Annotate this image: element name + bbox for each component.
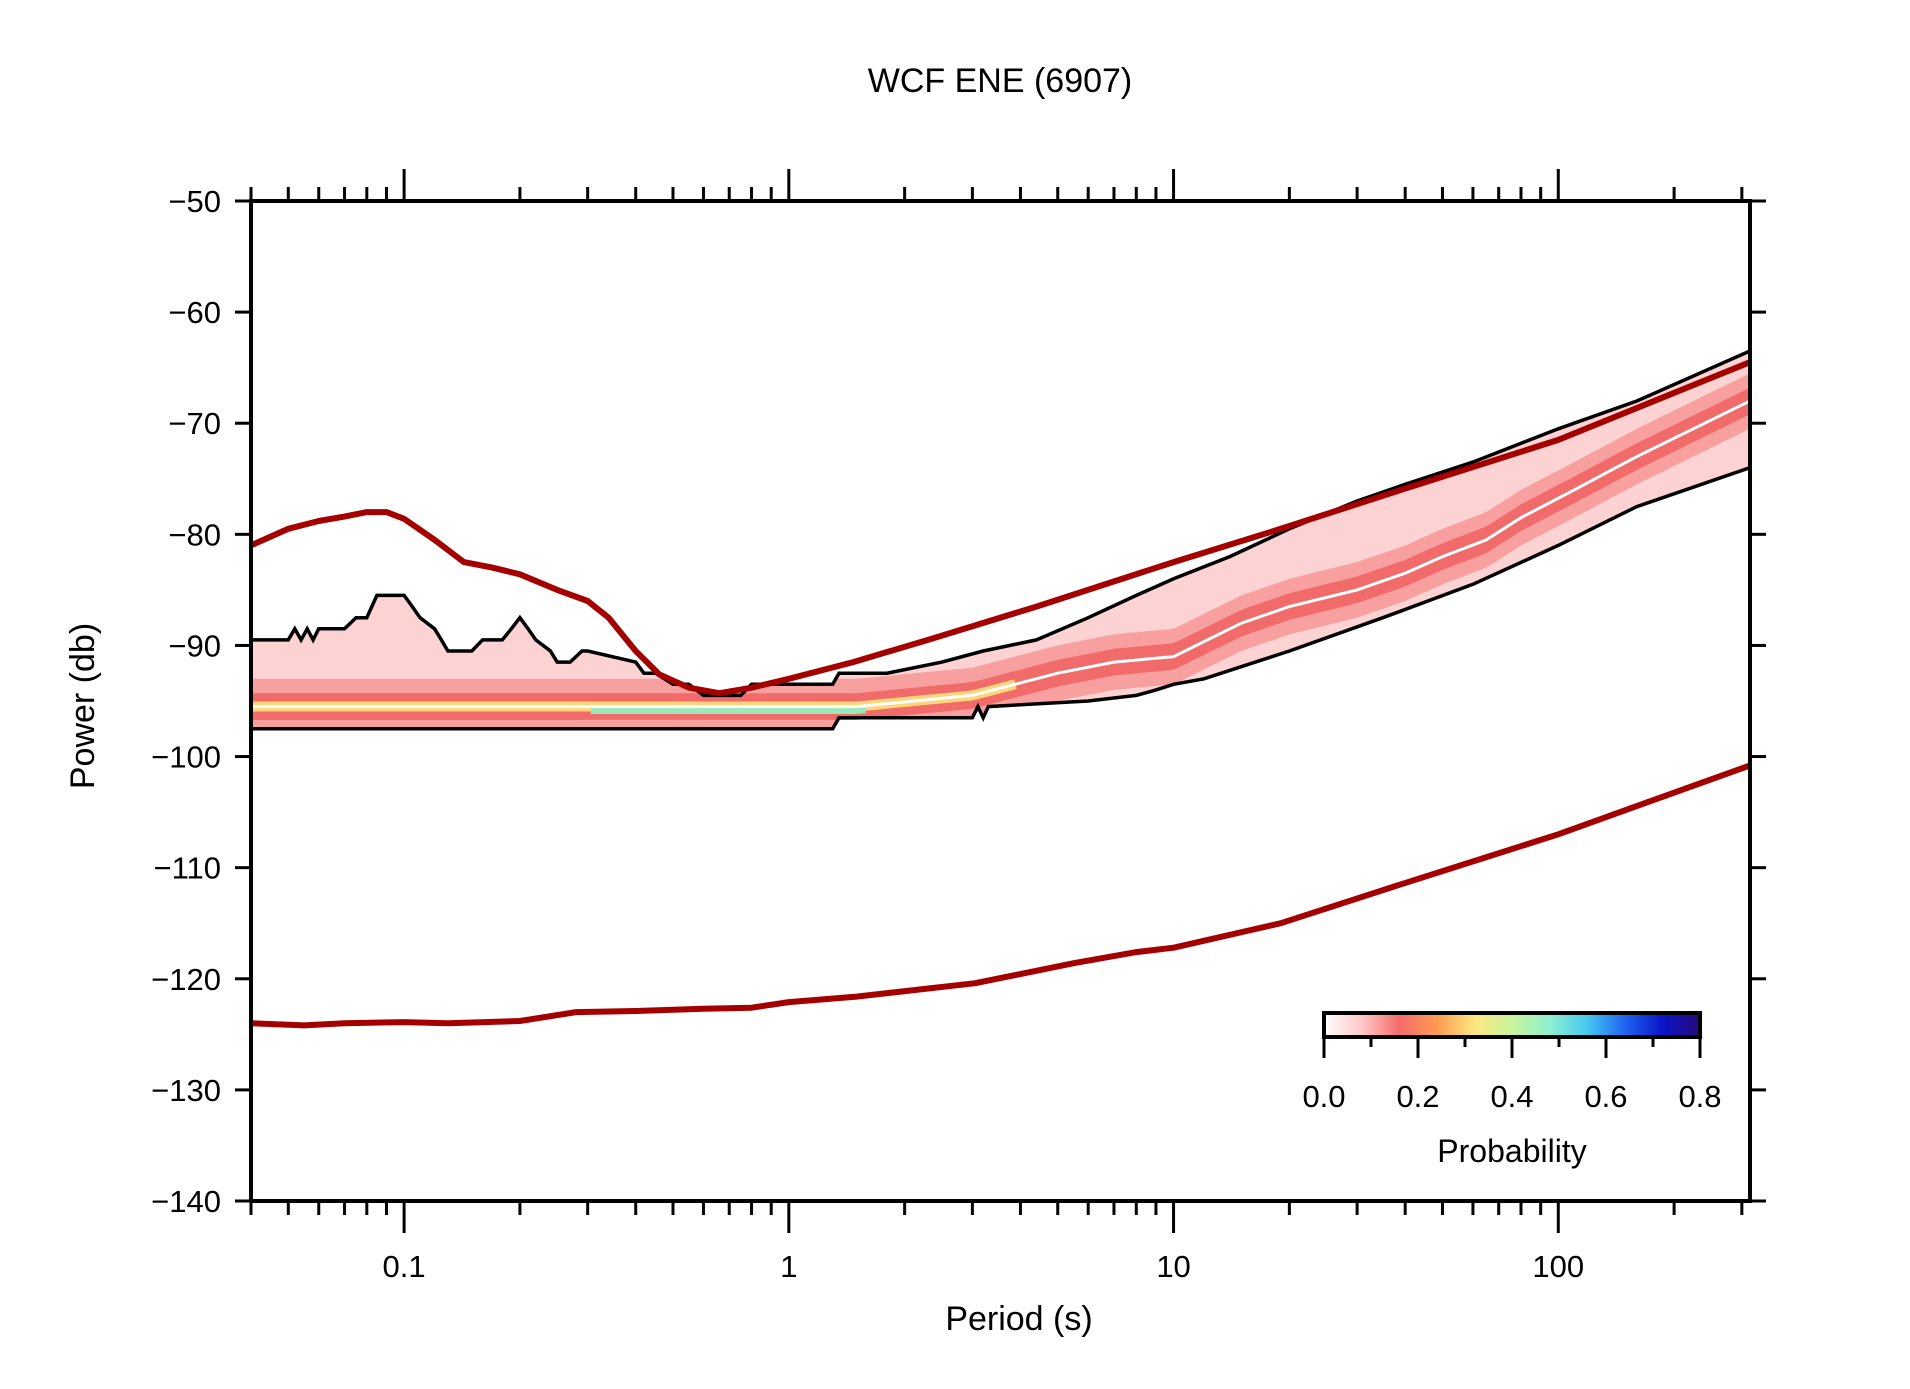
axes-layer: −50 −60 −70 −80 −90 −100 −110 −120 −130 −140 0.1 1 1… bbox=[151, 169, 1766, 1284]
mode-curve bbox=[251, 399, 1750, 709]
y-tick-label: −60 bbox=[168, 295, 221, 330]
y-axis-label: Power (db) bbox=[64, 623, 102, 789]
x-axis-label: Period (s) bbox=[945, 1300, 1092, 1338]
nlnm-curve bbox=[251, 762, 1750, 1029]
y-tick-label: −110 bbox=[153, 851, 221, 886]
nhnm-curve bbox=[251, 359, 1750, 697]
y-tick-label: −50 bbox=[168, 184, 221, 219]
plot-frame bbox=[249, 199, 1752, 1203]
x-tick-label: 1 bbox=[780, 1249, 797, 1284]
colorbar-tick-label: 0.8 bbox=[1678, 1079, 1721, 1114]
max-curve bbox=[251, 349, 1750, 698]
y-tick-label: −120 bbox=[151, 962, 221, 997]
chart-title: WCF ENE (6907) bbox=[868, 62, 1133, 100]
curves-layer bbox=[251, 349, 1750, 1029]
y-tick-label: −80 bbox=[168, 517, 221, 552]
colorbar-tick-label: 0.0 bbox=[1302, 1079, 1345, 1114]
x-tick-label: 0.1 bbox=[383, 1249, 426, 1284]
colorbar-tick-label: 0.4 bbox=[1490, 1079, 1533, 1114]
x-tick-label: 10 bbox=[1156, 1249, 1190, 1284]
y-tick-label: −90 bbox=[168, 628, 221, 663]
colorbar: 0.0 0.2 0.4 0.6 0.8 Probability bbox=[1302, 1011, 1722, 1169]
colorbar-gradient bbox=[1322, 1011, 1702, 1039]
colorbar-tick-label: 0.2 bbox=[1396, 1079, 1439, 1114]
colorbar-tick-label: 0.6 bbox=[1584, 1079, 1627, 1114]
y-tick-label: −70 bbox=[168, 406, 221, 441]
colorbar-label: Probability bbox=[1437, 1133, 1586, 1169]
min-curve bbox=[251, 466, 1750, 731]
pdf-peak-high bbox=[590, 707, 866, 714]
x-tick-label: 100 bbox=[1532, 1249, 1584, 1284]
y-tick-label: −130 bbox=[151, 1073, 221, 1108]
probability-density bbox=[251, 351, 1750, 729]
y-tick-label: −100 bbox=[151, 740, 221, 775]
y-tick-label: −140 bbox=[151, 1184, 221, 1219]
